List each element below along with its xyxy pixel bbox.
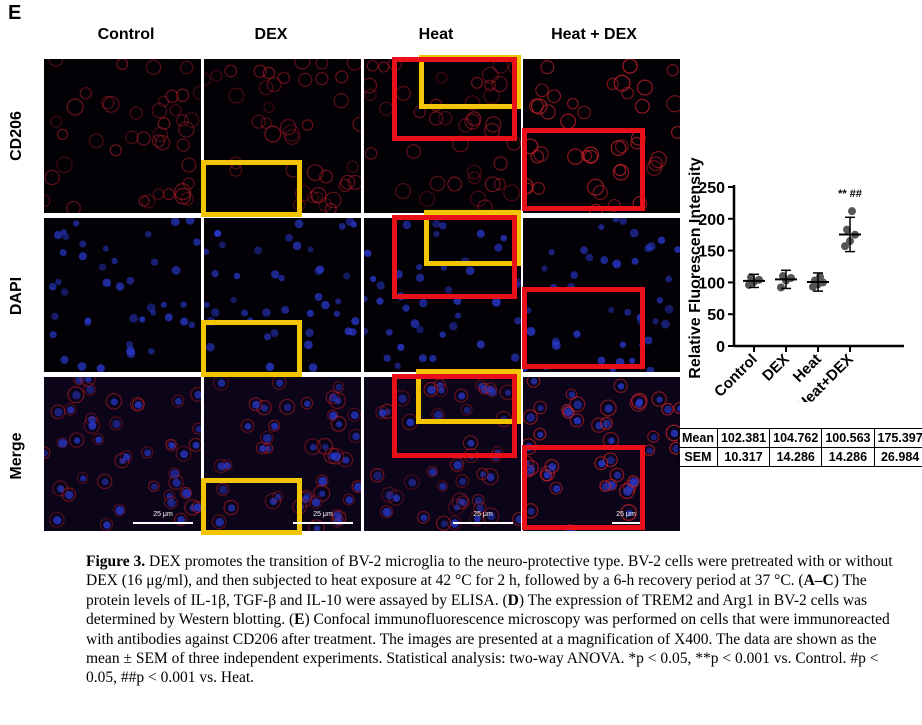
table-cell: 26.984 (873, 447, 922, 467)
table-cell: 10.317 (716, 447, 771, 467)
data-point (816, 272, 824, 281)
caption-ref: A–C (803, 572, 834, 590)
y-tick-label: 200 (698, 212, 725, 229)
caption-ref: E (294, 611, 305, 629)
significance-annotation: ** ## (838, 188, 862, 200)
micrograph-dapi-0 (44, 218, 201, 372)
red-highlight-box (522, 445, 645, 530)
table-cell: 104.762 (769, 428, 823, 448)
micrograph-merge-1 (204, 377, 361, 531)
table-cell: 14.286 (769, 447, 823, 467)
stats-table: Mean 102.381 104.762 100.563 175.397 SEM… (678, 428, 922, 467)
red-highlight-box (522, 287, 645, 369)
data-point (747, 273, 755, 282)
data-point (787, 273, 795, 282)
yellow-highlight-box (424, 210, 521, 266)
data-point (848, 207, 856, 216)
data-point (755, 275, 763, 284)
y-tick-label: 250 (698, 180, 725, 197)
data-point (777, 283, 785, 292)
y-tick-label: 0 (716, 339, 725, 356)
table-cell: Mean (678, 428, 718, 448)
micrograph-dapi-1 (204, 218, 361, 372)
scale-bar: 25 μm (293, 511, 353, 526)
table-cell: 14.286 (821, 447, 875, 467)
table-cell: 175.397 (873, 428, 922, 448)
figure-caption: Figure 3. DEX promotes the transition of… (86, 552, 901, 688)
figure-label: Figure 3. (86, 553, 146, 570)
panel-letter: E (8, 2, 22, 24)
yellow-highlight-box (201, 320, 302, 377)
row-header-merge: Merge (8, 432, 25, 480)
row-header-dapi: DAPI (8, 276, 25, 316)
scale-bar: 25 μm (133, 511, 193, 526)
red-highlight-box (392, 215, 517, 299)
x-tick-label: DEX (759, 351, 793, 385)
micrograph-cd206-0 (44, 59, 201, 213)
y-tick-label: 150 (698, 244, 725, 261)
column-header-dex: DEX (254, 26, 288, 43)
caption-text: DEX promotes the transition of BV-2 micr… (86, 553, 893, 590)
table-row: SEM 10.317 14.286 14.286 26.984 (678, 447, 922, 467)
y-axis-label: Relative Fluorescen Intensity (687, 157, 704, 379)
red-highlight-box (392, 57, 517, 141)
yellow-highlight-box (416, 369, 521, 424)
caption-text: ) Confocal immunofluorescence microscopy… (86, 611, 890, 687)
y-tick-label: 100 (698, 275, 725, 292)
y-tick-label: 50 (707, 307, 725, 324)
micrograph-cd206-3 (523, 59, 680, 213)
row-header-cd206: CD206 (8, 111, 25, 161)
column-header-heat: Heat (418, 26, 454, 43)
table-cell: 102.381 (716, 428, 771, 448)
red-highlight-box (522, 128, 645, 211)
data-point (779, 272, 787, 281)
column-header-control: Control (97, 26, 155, 43)
table-cell: SEM (678, 447, 718, 467)
caption-text: ) The expression of TREM2 and Arg1 in BV… (86, 591, 868, 629)
column-header-heat-dex: Heat + DEX (551, 26, 637, 43)
scale-bar: 25 μm (612, 511, 640, 526)
scale-bar: 25 μm (453, 511, 513, 526)
micrograph-cd206-1 (204, 59, 361, 213)
micrograph-merge-3 (523, 377, 680, 531)
micrograph-merge-0 (44, 377, 201, 531)
x-tick-label: Control (711, 351, 761, 401)
yellow-highlight-box (201, 160, 302, 217)
table-row: Mean 102.381 104.762 100.563 175.397 (678, 428, 922, 448)
table-cell: 100.563 (821, 428, 875, 448)
data-point (843, 225, 851, 234)
caption-ref: D (507, 591, 519, 609)
fluorescence-scatter-chart: 050100150200250ControlDEXHeatHeat+DEX** … (687, 157, 904, 402)
caption-text: ) The protein levels of IL-1β, TGF-β and… (86, 572, 867, 609)
yellow-highlight-box (201, 478, 302, 535)
data-point (841, 242, 849, 251)
red-highlight-box (392, 374, 517, 458)
